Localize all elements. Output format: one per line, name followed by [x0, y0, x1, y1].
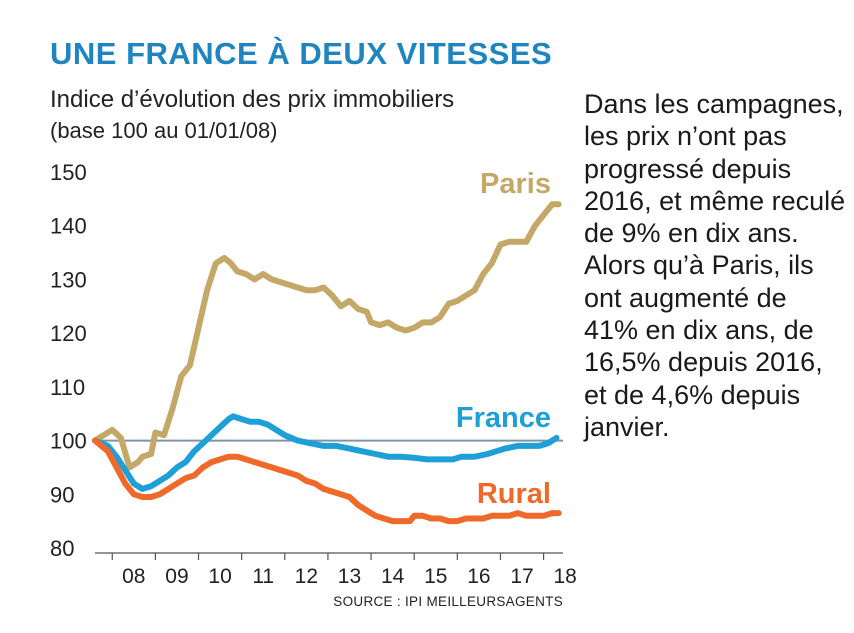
x-tick-label: 13	[338, 565, 361, 588]
annotation-text: Dans les campagnes, les prix n’ont pas p…	[584, 88, 846, 443]
series-label-paris: Paris	[480, 168, 551, 200]
series-line-rural	[92, 437, 562, 525]
y-tick-label: 90	[50, 482, 74, 507]
x-axis: 08 09 10 11 12 13 14 15 16 17 18	[95, 552, 577, 588]
series-label-france: France	[456, 402, 551, 434]
x-tick-label: 14	[381, 565, 405, 588]
x-tick-label: 10	[208, 565, 231, 588]
x-tick-label: 16	[467, 565, 490, 588]
x-tick-label: 15	[424, 565, 447, 588]
x-tick-label: 12	[295, 565, 318, 588]
x-tick-label: 08	[122, 565, 145, 588]
y-axis: 150 140 130 120 110 100 90 80	[50, 160, 87, 561]
x-tick-label: 18	[553, 565, 576, 588]
series-line-paris	[92, 201, 562, 471]
x-tick-label: 11	[252, 565, 274, 588]
base-note: (base 100 au 01/01/08)	[50, 118, 278, 143]
x-tick-label: 17	[510, 565, 533, 588]
chart-subtitle: Indice d’évolution des prix immobiliers	[50, 86, 455, 113]
series-labels: Paris France Rural	[456, 168, 551, 510]
series-lines	[92, 201, 562, 525]
y-tick-label: 100	[50, 429, 87, 454]
note-paragraph-1: Dans les campagnes, les prix n’ont pas p…	[584, 89, 846, 249]
note-paragraph-2: Alors qu’à Paris, ils ont augmenté de 41…	[584, 250, 823, 442]
y-tick-label: 150	[50, 160, 87, 185]
x-tick-label: 09	[165, 565, 188, 588]
y-tick-label: 120	[50, 321, 87, 346]
y-tick-label: 110	[50, 375, 85, 400]
y-tick-label: 80	[50, 536, 74, 561]
chart-title: UNE FRANCE À DEUX VITESSES	[50, 36, 553, 71]
y-tick-label: 130	[50, 267, 87, 292]
source-label: SOURCE : IPI MEILLEURSAGENTS	[333, 594, 563, 609]
series-line-france	[92, 413, 560, 492]
series-label-rural: Rural	[477, 478, 551, 510]
y-tick-label: 140	[50, 214, 87, 239]
